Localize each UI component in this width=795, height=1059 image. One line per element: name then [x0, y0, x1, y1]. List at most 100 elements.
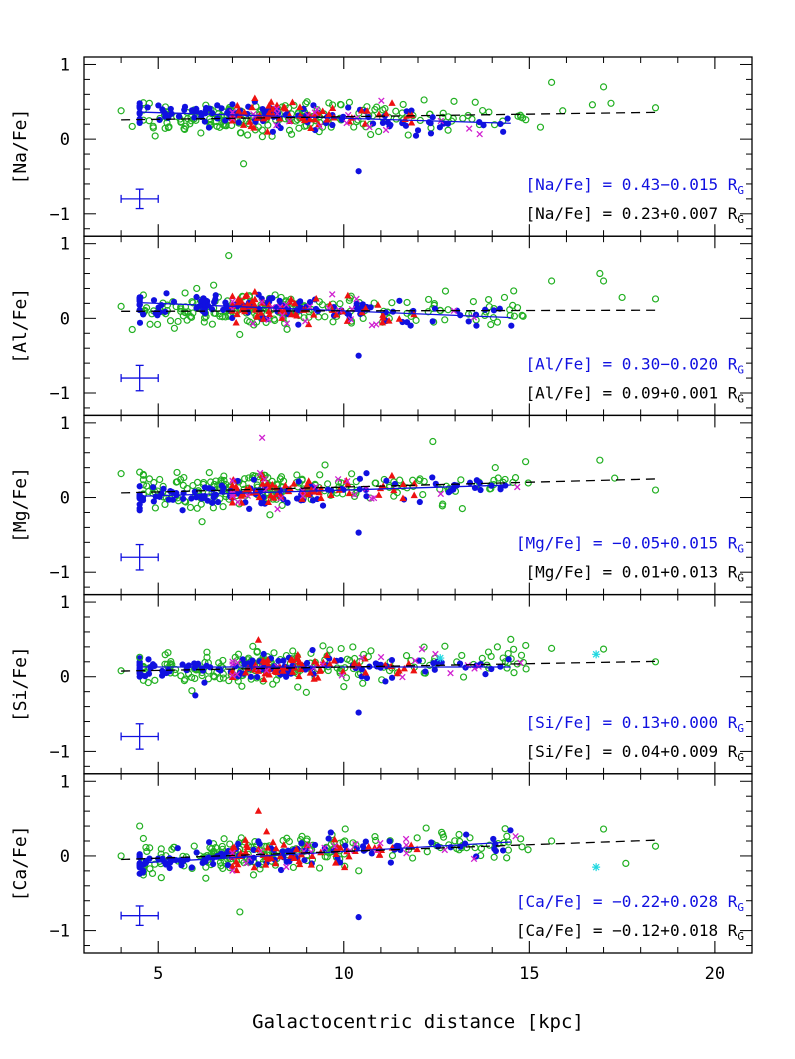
data-point — [254, 667, 263, 674]
data-point — [302, 688, 310, 696]
data-point — [265, 102, 273, 109]
data-point — [146, 320, 154, 328]
data-point — [257, 848, 264, 855]
data-point — [289, 863, 298, 872]
y-tick-label: 1 — [60, 772, 70, 792]
y-axis-label: [Al/Fe] — [10, 288, 31, 364]
data-point — [139, 834, 147, 843]
data-point — [365, 842, 373, 850]
data-point — [272, 668, 281, 676]
data-point — [618, 293, 626, 302]
data-point — [330, 656, 338, 664]
data-point — [371, 479, 379, 487]
data-point — [264, 498, 273, 506]
data-point — [388, 656, 396, 664]
data-point — [284, 499, 291, 506]
data-point — [368, 850, 375, 857]
data-point — [319, 642, 327, 650]
data-point — [547, 644, 556, 652]
panel-1: −1 0 1 [Na/Fe] [Na/Fe] = 0.43−0.015 RG [Na/Fe… — [10, 55, 753, 237]
data-point — [181, 289, 189, 297]
data-point — [270, 494, 278, 501]
data-point — [261, 485, 268, 492]
y-tick-label: −1 — [50, 563, 70, 583]
data-point — [212, 844, 220, 852]
data-point — [363, 674, 371, 682]
series-red — [228, 651, 418, 683]
data-point — [311, 109, 319, 116]
data-point — [278, 304, 287, 311]
data-point — [447, 669, 454, 677]
data-point — [263, 127, 272, 135]
data-point — [547, 78, 556, 86]
data-point — [243, 843, 251, 851]
data-point — [250, 863, 258, 871]
data-point — [192, 692, 199, 699]
data-point — [274, 505, 281, 513]
data-point — [229, 672, 236, 679]
data-point — [327, 829, 334, 836]
data-point — [310, 664, 317, 672]
y-tick-label: −1 — [50, 742, 70, 762]
data-point — [512, 832, 519, 840]
data-point — [189, 481, 197, 490]
data-point — [266, 511, 274, 519]
data-point — [463, 831, 470, 838]
data-point — [599, 83, 608, 91]
data-point — [239, 121, 248, 128]
data-point — [244, 131, 252, 139]
data-point — [283, 858, 290, 865]
data-point — [388, 674, 396, 681]
data-point — [481, 306, 489, 313]
data-point — [161, 500, 169, 509]
data-point — [145, 656, 152, 663]
data-point — [288, 98, 297, 106]
data-point — [166, 668, 173, 675]
data-point — [264, 121, 272, 129]
data-point — [193, 105, 200, 112]
data-point — [293, 654, 301, 662]
fit-label-blue: [Si/Fe] = 0.13+0.000 RG — [525, 713, 744, 735]
data-point — [517, 651, 526, 659]
data-point — [142, 304, 151, 312]
data-point — [302, 317, 309, 325]
data-point — [471, 98, 479, 106]
data-point — [430, 660, 437, 667]
x-tick-label: 5 — [153, 964, 163, 984]
data-point — [399, 673, 406, 681]
data-point — [228, 862, 237, 870]
data-point — [344, 310, 351, 317]
data-point — [393, 842, 400, 850]
data-point — [151, 860, 159, 868]
data-point — [269, 128, 277, 135]
data-point — [437, 490, 445, 498]
data-point — [308, 852, 316, 859]
data-point — [599, 277, 608, 285]
error-bar — [120, 723, 159, 750]
data-point — [455, 830, 463, 839]
data-point — [205, 469, 213, 477]
data-point — [334, 475, 342, 483]
data-point — [408, 854, 417, 862]
data-point — [487, 321, 495, 329]
data-point — [228, 498, 237, 506]
x-axis-label: Galactocentric distance [kpc] — [252, 1011, 584, 1033]
fit-line-blue — [139, 484, 511, 497]
data-point — [519, 312, 527, 320]
data-point — [136, 822, 144, 830]
data-point — [390, 492, 398, 500]
data-point — [403, 849, 410, 857]
data-point — [201, 679, 208, 686]
data-point — [441, 287, 450, 295]
data-point — [325, 835, 332, 842]
data-point — [345, 98, 354, 106]
data-point — [201, 118, 209, 125]
data-point — [310, 675, 318, 682]
fit-label-black: [Si/Fe] = 0.04+0.009 RG — [525, 742, 744, 764]
panel-3: −1 0 1 [Mg/Fe] [Mg/Fe] = −0.05+0.015 RG [Mg/F… — [10, 414, 753, 596]
data-point — [379, 106, 387, 114]
data-point — [337, 657, 345, 664]
data-point — [265, 307, 273, 314]
data-point — [514, 112, 522, 120]
data-point — [599, 825, 608, 833]
